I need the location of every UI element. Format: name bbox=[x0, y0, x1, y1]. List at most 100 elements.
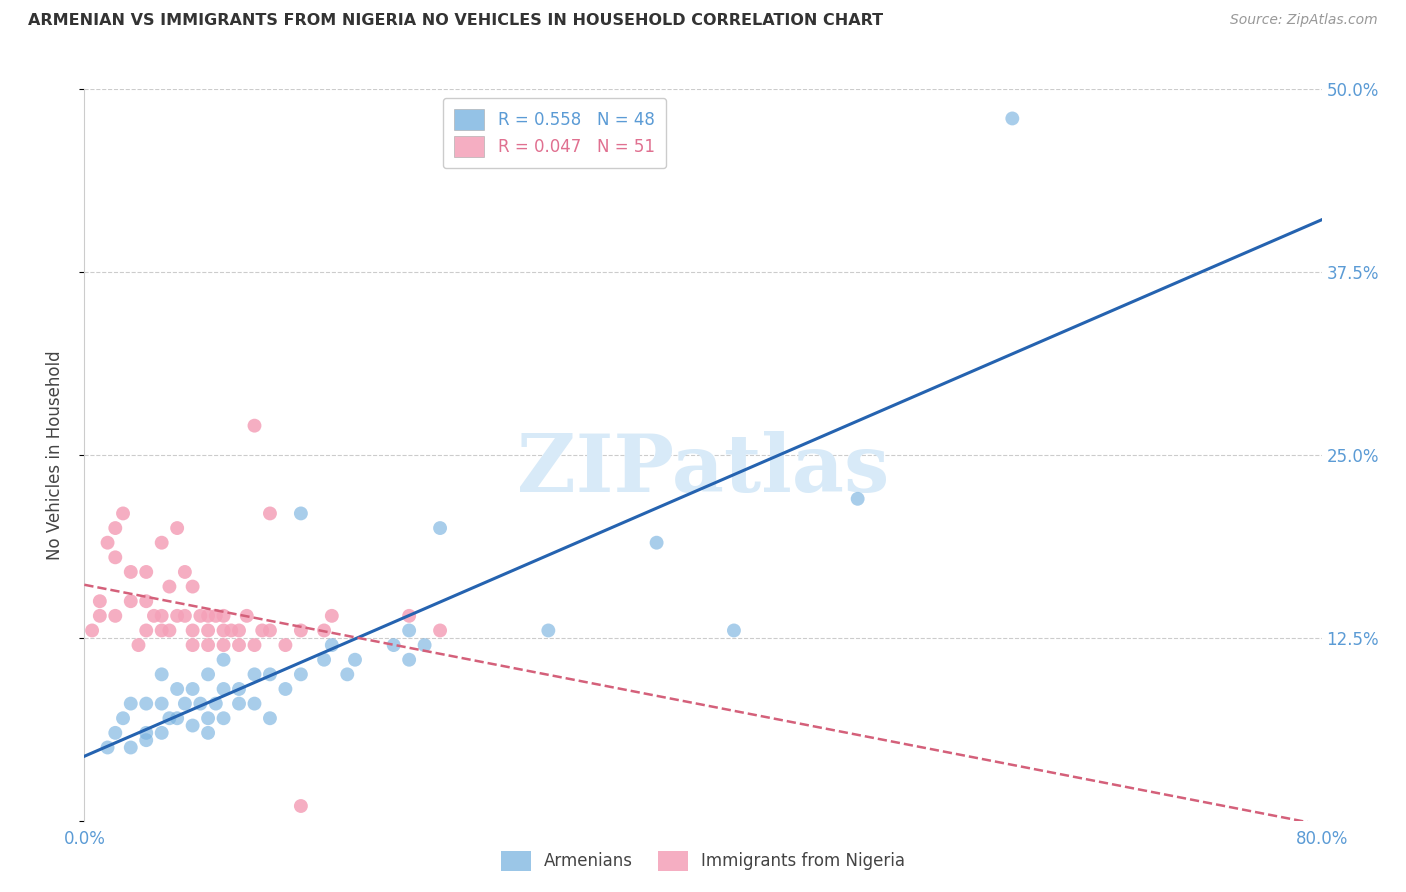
Point bbox=[150, 667, 173, 681]
Point bbox=[290, 507, 312, 521]
Point bbox=[97, 535, 120, 549]
Point bbox=[274, 681, 297, 696]
Point bbox=[197, 726, 219, 740]
Point bbox=[143, 608, 166, 623]
Point bbox=[228, 697, 250, 711]
Point bbox=[181, 638, 204, 652]
Point bbox=[212, 653, 235, 667]
Point bbox=[150, 535, 173, 549]
Point bbox=[336, 667, 359, 681]
Point bbox=[188, 697, 212, 711]
Point bbox=[197, 608, 219, 623]
Point bbox=[212, 681, 235, 696]
Point bbox=[166, 608, 188, 623]
Point bbox=[645, 535, 668, 549]
Point bbox=[181, 580, 204, 594]
Point bbox=[150, 697, 173, 711]
Point bbox=[259, 507, 281, 521]
Point bbox=[205, 608, 228, 623]
Point bbox=[398, 608, 420, 623]
Point bbox=[159, 580, 181, 594]
Legend: R = 0.558   N = 48, R = 0.047   N = 51: R = 0.558 N = 48, R = 0.047 N = 51 bbox=[443, 97, 666, 169]
Point bbox=[159, 711, 181, 725]
Point bbox=[166, 521, 188, 535]
Point bbox=[135, 733, 157, 747]
Point bbox=[205, 697, 228, 711]
Point bbox=[181, 624, 204, 638]
Point bbox=[181, 718, 204, 732]
Point bbox=[290, 667, 312, 681]
Point bbox=[429, 521, 451, 535]
Point bbox=[82, 624, 104, 638]
Point bbox=[135, 594, 157, 608]
Point bbox=[174, 565, 197, 579]
Point bbox=[274, 638, 297, 652]
Point bbox=[846, 491, 869, 506]
Point bbox=[181, 681, 204, 696]
Point bbox=[89, 594, 111, 608]
Legend: Armenians, Immigrants from Nigeria: Armenians, Immigrants from Nigeria bbox=[494, 844, 912, 878]
Point bbox=[150, 624, 173, 638]
Point bbox=[344, 653, 367, 667]
Point bbox=[112, 507, 135, 521]
Point bbox=[197, 711, 219, 725]
Point bbox=[243, 697, 266, 711]
Point bbox=[150, 608, 173, 623]
Point bbox=[104, 726, 127, 740]
Point bbox=[128, 638, 150, 652]
Point bbox=[252, 624, 274, 638]
Point bbox=[159, 624, 181, 638]
Point bbox=[135, 697, 157, 711]
Point bbox=[212, 638, 235, 652]
Point bbox=[221, 624, 243, 638]
Point bbox=[290, 799, 312, 814]
Point bbox=[120, 594, 142, 608]
Text: ARMENIAN VS IMMIGRANTS FROM NIGERIA NO VEHICLES IN HOUSEHOLD CORRELATION CHART: ARMENIAN VS IMMIGRANTS FROM NIGERIA NO V… bbox=[28, 13, 883, 29]
Point bbox=[166, 681, 188, 696]
Point bbox=[104, 608, 127, 623]
Point bbox=[212, 608, 235, 623]
Point bbox=[104, 550, 127, 565]
Point bbox=[382, 638, 405, 652]
Point bbox=[97, 740, 120, 755]
Point bbox=[212, 711, 235, 725]
Point bbox=[104, 521, 127, 535]
Point bbox=[197, 667, 219, 681]
Point bbox=[243, 638, 266, 652]
Point bbox=[723, 624, 745, 638]
Point bbox=[197, 638, 219, 652]
Point bbox=[174, 697, 197, 711]
Point bbox=[135, 726, 157, 740]
Point bbox=[537, 624, 560, 638]
Point bbox=[120, 740, 142, 755]
Point bbox=[228, 681, 250, 696]
Point bbox=[259, 667, 281, 681]
Point bbox=[236, 608, 259, 623]
Point bbox=[290, 624, 312, 638]
Point bbox=[321, 608, 343, 623]
Point bbox=[1001, 112, 1024, 126]
Point bbox=[212, 624, 235, 638]
Point bbox=[398, 653, 420, 667]
Point bbox=[243, 418, 266, 433]
Text: Source: ZipAtlas.com: Source: ZipAtlas.com bbox=[1230, 13, 1378, 28]
Point bbox=[321, 638, 343, 652]
Point bbox=[314, 624, 336, 638]
Point bbox=[243, 667, 266, 681]
Point bbox=[228, 624, 250, 638]
Point bbox=[398, 624, 420, 638]
Point bbox=[135, 565, 157, 579]
Point bbox=[314, 653, 336, 667]
Y-axis label: No Vehicles in Household: No Vehicles in Household bbox=[45, 350, 63, 560]
Point bbox=[188, 608, 212, 623]
Point bbox=[174, 608, 197, 623]
Point bbox=[112, 711, 135, 725]
Point bbox=[228, 638, 250, 652]
Point bbox=[120, 565, 142, 579]
Point bbox=[135, 624, 157, 638]
Point bbox=[120, 697, 142, 711]
Point bbox=[166, 711, 188, 725]
Point bbox=[413, 638, 436, 652]
Point bbox=[259, 624, 281, 638]
Point bbox=[259, 711, 281, 725]
